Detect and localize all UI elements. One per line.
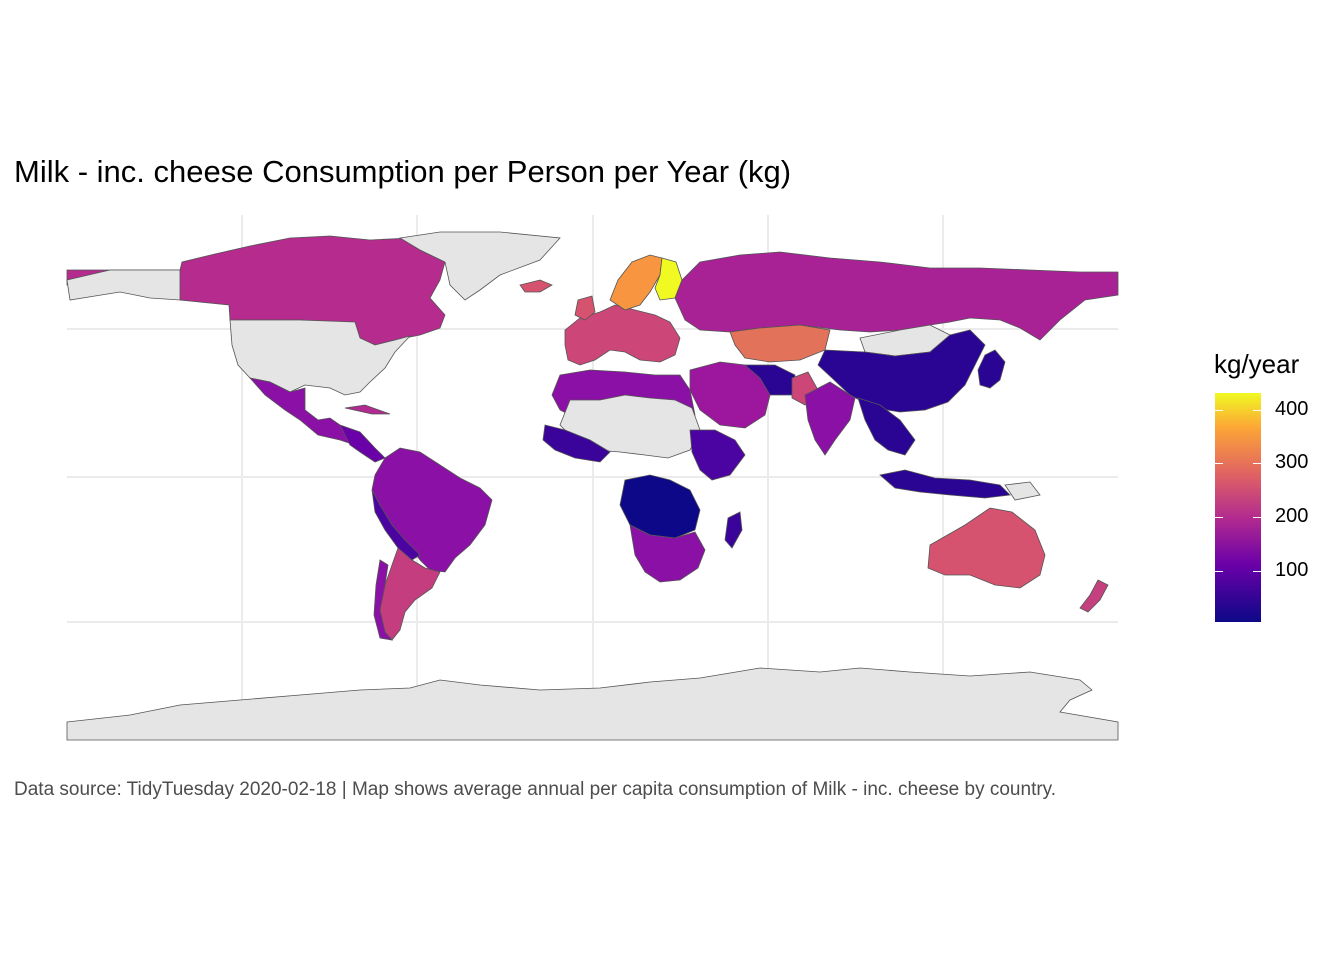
legend-tick-label: 300 [1275,451,1309,474]
legend-title: kg/year [1214,349,1300,379]
region-central-africa [619,474,701,539]
region-new-zealand [1079,579,1109,613]
legend-tick-mark [1215,463,1261,465]
legend-tick-label: 200 [1275,505,1309,528]
region-alaska [66,269,181,301]
region-greenland [398,231,561,301]
legend-color-bar [1215,393,1261,622]
region-south-america-north [371,447,493,573]
region-australia [927,507,1046,589]
region-middle-east [689,361,771,429]
region-russia [674,251,1119,341]
region-kazakhstan [729,324,831,363]
legend-tick-label: 100 [1275,558,1309,581]
region-indonesia [879,469,1011,499]
region-uk [574,295,596,321]
region-korea-japan [977,349,1006,389]
region-china [817,329,986,413]
region-peru-bolivia [371,489,421,561]
chart-title: Milk - inc. cheese Consumption per Perso… [14,154,792,189]
region-east-africa [689,429,746,481]
region-antarctica [66,667,1119,741]
region-west-africa [542,424,611,463]
region-europe [564,304,681,366]
region-cuba [344,404,391,415]
region-scandinavia [609,254,663,311]
region-southeast-asia [857,397,916,456]
region-madagascar [724,511,743,549]
region-canada [66,235,446,346]
region-iceland [519,279,553,293]
region-india [804,381,856,456]
legend-tick-mark [1215,570,1261,572]
legend-tick-label: 400 [1275,397,1309,420]
region-chile [373,559,394,641]
legend-tick-mark [1215,517,1261,519]
region-central-america [339,424,386,463]
legend-tick-mark [1215,409,1261,411]
region-southern-africa [629,524,706,583]
region-png [1004,481,1041,501]
data-source-caption: Data source: TidyTuesday 2020-02-18 | Ma… [14,779,1057,800]
